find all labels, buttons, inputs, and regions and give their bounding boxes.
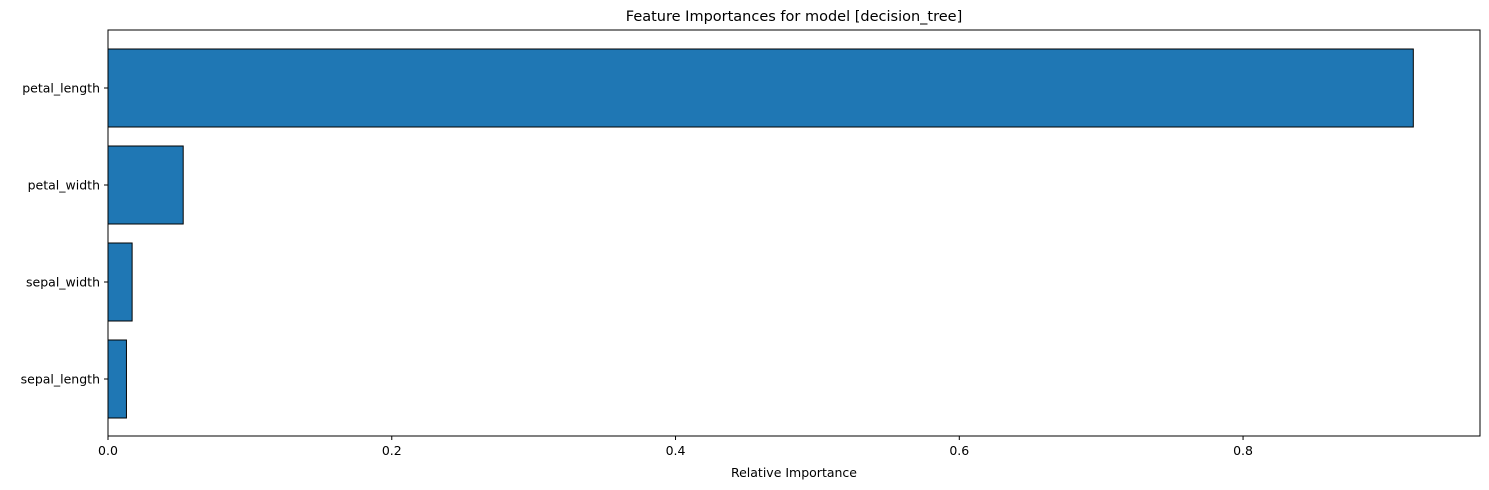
x-axis-label: Relative Importance [731, 465, 857, 480]
x-tick-label: 0.4 [666, 443, 686, 458]
y-tick-label: sepal_width [26, 275, 100, 290]
y-tick-label: petal_length [22, 81, 100, 96]
bar-petal_length [107, 48, 1414, 128]
plot-area: petal_length petal_width sepal_width sepal_… [21, 48, 1414, 458]
x-tick-label: 0.6 [949, 443, 969, 458]
x-tick-label: 0.2 [382, 443, 402, 458]
bar-sepal_length [107, 339, 127, 419]
bar-petal_width [107, 145, 184, 225]
chart-title: Feature Importances for model [decision_… [626, 9, 962, 25]
y-tick-label: sepal_length [21, 372, 100, 387]
x-tick-label: 0.8 [1233, 443, 1253, 458]
x-tick-label: 0.0 [98, 443, 118, 458]
y-tick-label: petal_width [28, 178, 100, 193]
bar-sepal_width [107, 242, 133, 322]
plot-frame [107, 29, 1481, 437]
